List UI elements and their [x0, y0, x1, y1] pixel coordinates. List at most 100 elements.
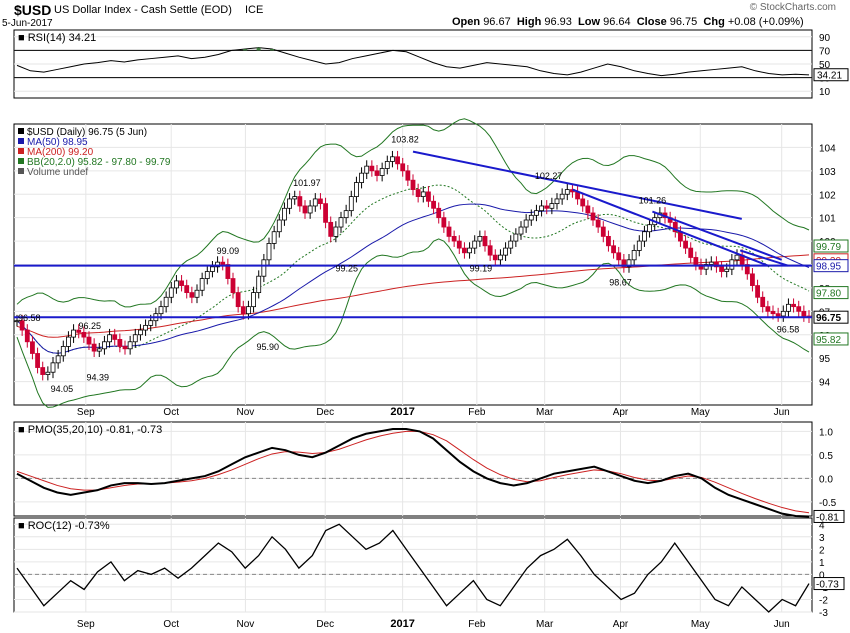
x-tick-label: Nov [237, 407, 255, 418]
candle-body [431, 200, 436, 209]
x-tick-label: Apr [613, 407, 629, 418]
pane-frame-roc [13, 517, 813, 613]
trend-line [572, 188, 769, 267]
candle-body [786, 303, 791, 312]
candle-body [590, 212, 596, 221]
candle-body [703, 264, 709, 270]
candle-body [683, 240, 688, 249]
price-annotation: 101.97 [293, 178, 321, 188]
candle-body [467, 247, 472, 254]
y-tick-label: -3 [819, 608, 828, 619]
candle-body [199, 278, 205, 291]
candle-body [436, 207, 442, 219]
candle-body [60, 346, 66, 357]
candle-body [256, 275, 262, 294]
candle-body [744, 264, 750, 275]
pmo-last-badge [813, 509, 845, 523]
price-annotation: 99.19 [470, 264, 493, 274]
candle-body [642, 231, 647, 242]
x-tick-label: Nov [237, 619, 255, 630]
candle-body [405, 170, 411, 181]
candle-body [760, 296, 766, 308]
legend-swatch [18, 158, 24, 164]
x-tick-label: Sep [77, 407, 95, 418]
chart-header: $USD US Dollar Index - Cash Settle (EOD)… [2, 2, 844, 31]
price-annotation: 101.26 [639, 196, 667, 206]
candle-body [24, 329, 30, 343]
candle-body [122, 346, 128, 350]
pmo-series-line [16, 428, 810, 518]
y-tick-label: 95 [819, 354, 831, 365]
candle-body [81, 332, 87, 338]
x-tick-label: Sep [77, 619, 95, 630]
candle-body [631, 250, 637, 261]
candle-body [801, 310, 807, 317]
candle-body [210, 266, 215, 272]
roc-title: ■ ROC(12) -0.73% [18, 520, 110, 532]
candle-body [559, 193, 565, 200]
y-tick-label: 103 [819, 167, 836, 178]
candle-body [369, 165, 375, 172]
x-tick-label: May [691, 407, 710, 418]
candle-body [328, 221, 334, 237]
candle-body [750, 273, 755, 286]
price-annotation: 96.25 [79, 321, 102, 331]
candle-body [338, 217, 344, 228]
legend-entry: MA(200) 99.20 [27, 147, 94, 158]
candle-body [287, 198, 292, 209]
price-badge [813, 310, 849, 324]
price-badge [813, 239, 849, 253]
candle-body [107, 334, 112, 343]
candle-body [688, 247, 694, 258]
price-annotation: 99.25 [336, 264, 359, 274]
price-annotation: 94.05 [51, 384, 74, 394]
trend-line [739, 249, 789, 267]
y-tick-label: 1 [819, 558, 825, 569]
candle-body [636, 240, 642, 251]
candle-body [487, 245, 493, 256]
x-tick-label: Mar [536, 619, 554, 630]
high-label: High [516, 16, 542, 28]
trend-line [652, 210, 783, 261]
candle-body [451, 235, 457, 242]
candle-body [112, 334, 118, 340]
candle-body [564, 189, 570, 195]
x-tick-label: Apr [613, 619, 629, 630]
candle-body [410, 179, 416, 190]
candle-body [14, 320, 20, 323]
trend-line [412, 150, 742, 220]
candle-body [719, 266, 724, 272]
exchange-label: ICE [245, 4, 264, 16]
candle-body [348, 196, 354, 212]
candle-body [390, 156, 395, 162]
y-tick-label: 101 [819, 214, 836, 225]
roc-last-value: -0.73 [816, 580, 839, 591]
y-tick-label: -2 [819, 595, 828, 606]
x-tick-label: Oct [163, 407, 179, 418]
price-annotation: 96.58 [777, 324, 800, 334]
candle-body [539, 205, 544, 212]
candle-body [292, 196, 298, 200]
candle-body [158, 306, 164, 315]
candle-body [775, 313, 781, 317]
candle-body [215, 261, 220, 268]
candle-body [765, 306, 771, 312]
close-label: Close [636, 16, 667, 28]
candle-body [251, 292, 256, 308]
candle-body [647, 224, 652, 233]
candle-body [276, 219, 282, 233]
pmo-title: ■ PMO(35,20,10) -0.81, -0.73 [18, 424, 162, 436]
candle-body [246, 306, 251, 315]
candle-body [333, 226, 339, 237]
candle-body [544, 205, 550, 209]
candle-body [96, 348, 102, 352]
legend-entry: Volume undef [27, 167, 88, 178]
candle-body [323, 203, 328, 223]
ohlc-readout: Open 96.67 High 96.93 Low 96.64 Close 96… [452, 16, 804, 28]
price-annotation: 99.09 [217, 246, 240, 256]
candle-body [472, 240, 478, 249]
candle-body [498, 254, 503, 261]
candle-body [492, 254, 498, 261]
y-tick-label: 102 [819, 190, 836, 201]
